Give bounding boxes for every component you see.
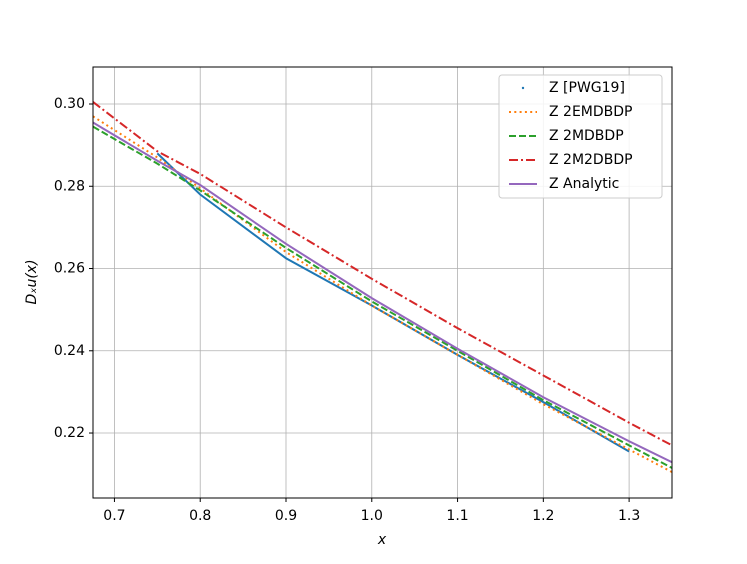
series-line [156,152,630,453]
ticks: 0.7 0.8 0.9 1.0 1.1 1.2 1.3 0.22 0.24 0.26 0.28 0.3… [54,96,640,524]
y-tick-label: 0.22 [54,425,85,441]
x-axis-label: x [377,532,387,548]
legend-label: Z [PWG19] [549,80,625,96]
legend-box [498,74,663,199]
x-tick-label: 0.7 [103,508,125,524]
x-tick-label: 0.8 [189,508,211,524]
x-tick-label: 1.3 [618,508,640,524]
series-line [93,101,672,447]
y-axis-label: Dₓu(x) [24,259,40,304]
x-tick-label: 1.0 [361,508,383,524]
y-tick-label: 0.24 [54,343,85,359]
legend: Z [PWG19] Z 2EMDBDP Z 2MDBDP Z 2M2DBDP Z Ana… [498,74,663,199]
series-line [93,125,672,469]
legend-marker [521,86,525,90]
legend-label: Z 2EMDBDP [549,104,632,120]
plot-frame [92,66,673,499]
legend-label: Z 2M2DBDP [549,152,633,168]
y-tick-label: 0.28 [54,178,85,194]
y-tick-label: 0.30 [54,96,85,112]
plot-lines [93,101,672,473]
series-line [93,121,672,464]
y-tick-label: 0.26 [54,261,85,277]
legend-label: Z Analytic [549,176,619,192]
legend-label: Z 2MDBDP [549,128,624,144]
x-tick-label: 0.9 [275,508,297,524]
x-tick-label: 1.2 [532,508,554,524]
x-tick-label: 1.1 [446,508,468,524]
series-line [93,115,672,473]
